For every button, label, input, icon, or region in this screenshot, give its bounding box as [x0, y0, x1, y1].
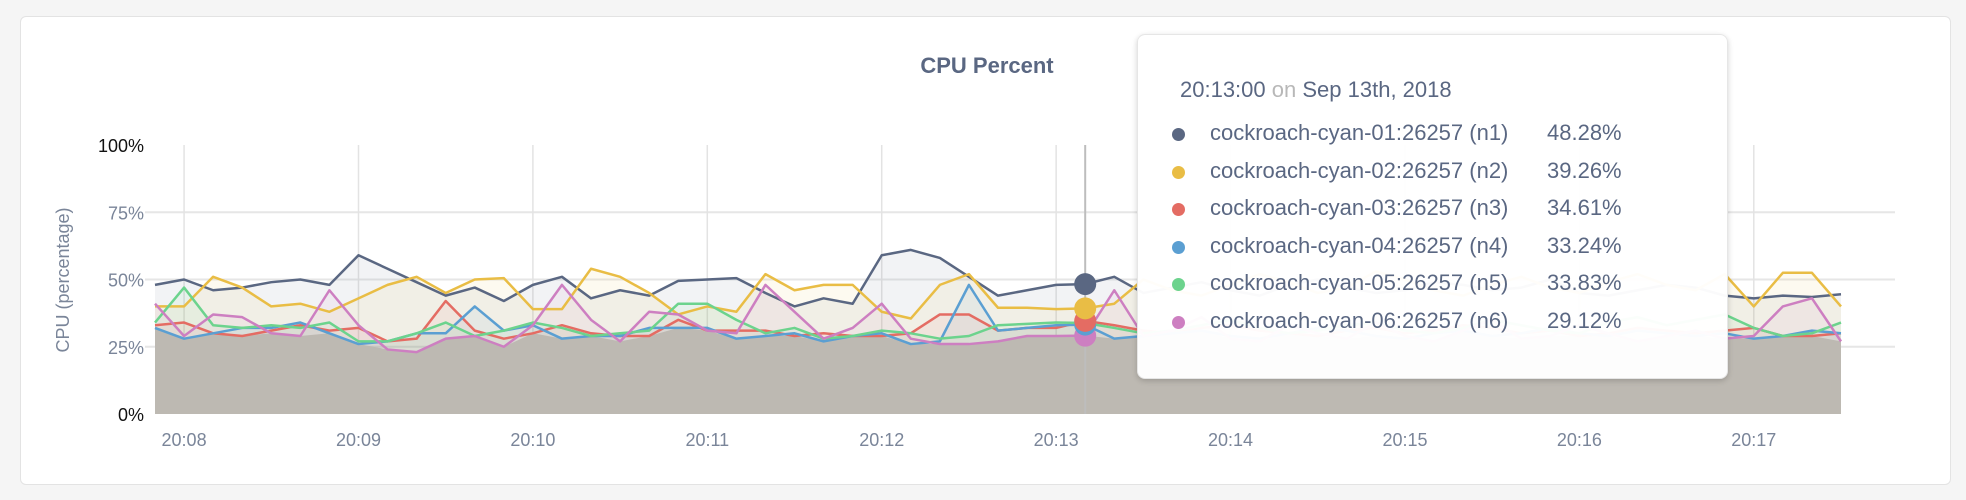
- series-dot-icon: [1172, 316, 1185, 329]
- y-tick-label: 50%: [108, 271, 144, 291]
- tooltip-row: cockroach-cyan-03:26257 (n3) 34.61%: [1172, 195, 1712, 225]
- x-tick-label: 20:09: [336, 430, 381, 450]
- tooltip-series-value: 29.12%: [1547, 308, 1622, 333]
- series-dot-icon: [1172, 128, 1185, 141]
- tooltip-series-label: cockroach-cyan-06:26257 (n6): [1210, 308, 1509, 333]
- tooltip-series-value: 39.26%: [1547, 157, 1622, 183]
- tooltip-date: Sep 13th, 2018: [1302, 77, 1452, 102]
- x-tick-label: 20:13: [1034, 430, 1079, 450]
- tooltip-series-label: cockroach-cyan-01:26257 (n1): [1210, 120, 1509, 145]
- y-tick-label: 75%: [108, 203, 144, 223]
- x-tick-label: 20:15: [1382, 430, 1427, 450]
- x-tick-label: 20:17: [1731, 430, 1776, 450]
- series-area-n5: [155, 287, 1841, 414]
- y-tick-label: 25%: [108, 338, 144, 358]
- tooltip-time: 20:13:00: [1180, 77, 1266, 102]
- tooltip-row: cockroach-cyan-02:26257 (n2) 39.26%: [1172, 158, 1712, 188]
- y-tick-label: 100%: [98, 136, 144, 156]
- x-tick-label: 20:16: [1557, 430, 1602, 450]
- tooltip-row: cockroach-cyan-04:26257 (n4) 33.24%: [1172, 233, 1712, 263]
- series-area-n3: [155, 301, 1841, 414]
- x-tick-label: 20:10: [510, 430, 555, 450]
- series-dot-icon: [1172, 203, 1185, 217]
- y-tick-label: 0%: [118, 405, 144, 425]
- tooltip-row: cockroach-cyan-06:26257 (n6) 29.12%: [1172, 308, 1712, 338]
- series-dot-icon: [1172, 278, 1185, 292]
- tooltip-series-value: 48.28%: [1547, 120, 1622, 145]
- tooltip-series-label: cockroach-cyan-04:26257 (n4): [1210, 232, 1509, 258]
- tooltip-on: on: [1271, 77, 1297, 102]
- tooltip-header: 20:13:00 on Sep 13th, 2018: [1180, 77, 1452, 103]
- hover-point-n2: [1074, 297, 1097, 320]
- chart-title: CPU Percent: [920, 53, 1054, 78]
- series-dot-icon: [1172, 240, 1185, 254]
- tooltip-row: cockroach-cyan-01:26257 (n1) 48.28%: [1172, 120, 1712, 150]
- tooltip-series-value: 33.83%: [1547, 270, 1622, 296]
- tooltip-series-label: cockroach-cyan-03:26257 (n3): [1210, 195, 1509, 221]
- tooltip-row: cockroach-cyan-05:26257 (n5) 33.83%: [1172, 270, 1712, 300]
- tooltip-series-value: 33.24%: [1547, 232, 1622, 258]
- x-tick-label: 20:12: [859, 430, 904, 450]
- series-area-n4: [155, 284, 1841, 414]
- series-area-n6: [155, 284, 1841, 414]
- y-axis-label: CPU (percentage): [53, 207, 73, 352]
- x-tick-label: 20:08: [162, 430, 207, 450]
- tooltip-series-value: 34.61%: [1547, 195, 1622, 221]
- tooltip-series-label: cockroach-cyan-05:26257 (n5): [1210, 270, 1509, 296]
- x-tick-label: 20:11: [685, 430, 729, 450]
- hover-point-n1: [1074, 273, 1097, 296]
- x-tick-label: 20:14: [1208, 430, 1253, 450]
- series-dot-icon: [1172, 165, 1185, 179]
- hover-tooltip: 20:13:00 on Sep 13th, 2018 cockroach-cya…: [1137, 34, 1728, 379]
- tooltip-series-label: cockroach-cyan-02:26257 (n2): [1210, 157, 1509, 183]
